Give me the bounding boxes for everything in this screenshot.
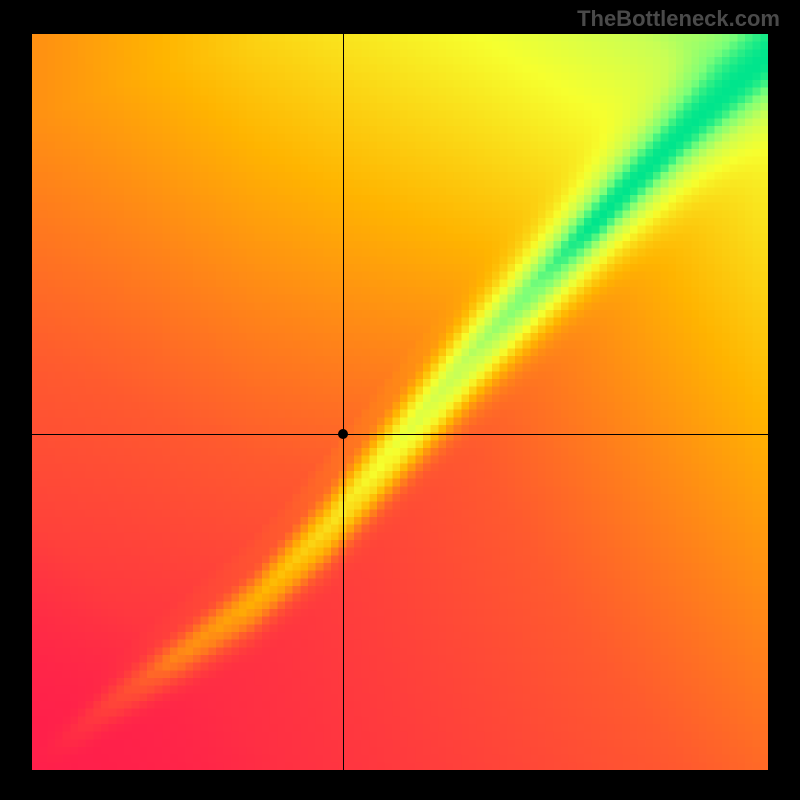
heatmap-canvas-wrap: [32, 34, 768, 770]
heatmap-canvas: [32, 34, 768, 770]
marker-dot: [338, 429, 348, 439]
plot-area: [32, 34, 768, 770]
crosshair-vertical: [343, 34, 344, 770]
crosshair-horizontal: [32, 434, 768, 435]
watermark-text: TheBottleneck.com: [577, 6, 780, 32]
chart-container: TheBottleneck.com: [0, 0, 800, 800]
